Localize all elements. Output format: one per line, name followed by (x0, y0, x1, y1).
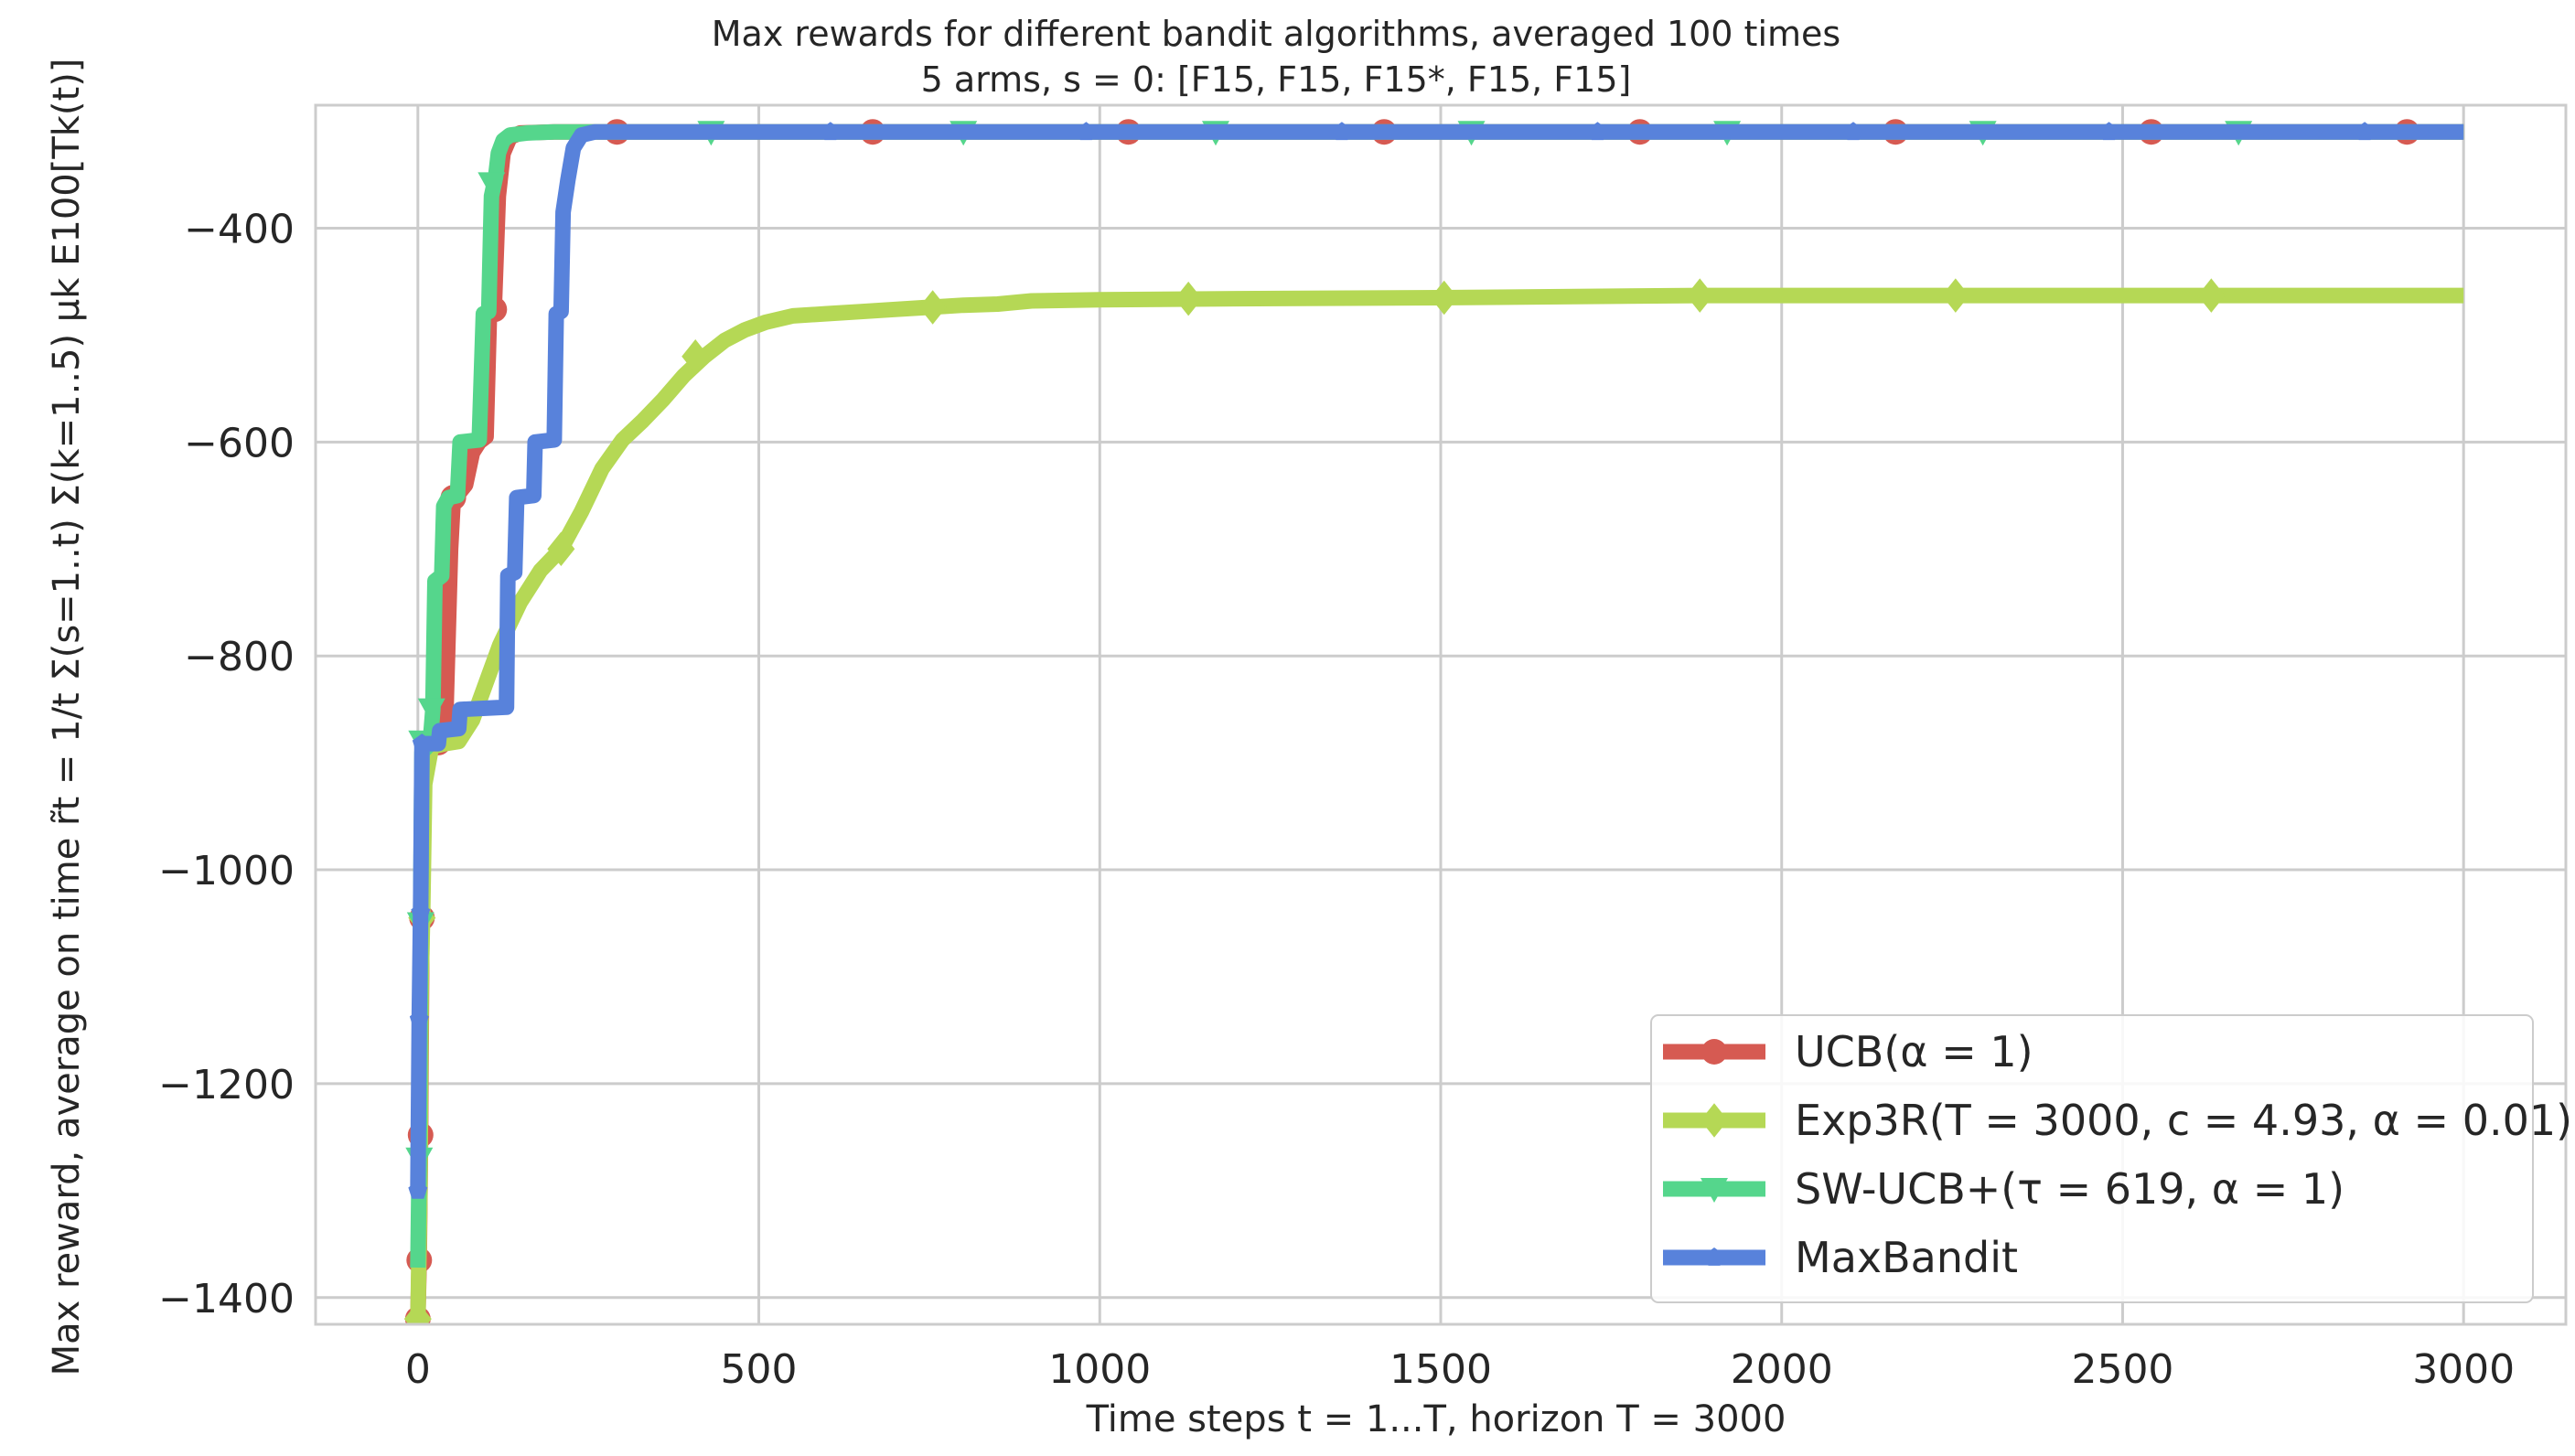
series-marker (409, 1009, 429, 1028)
series-marker (1430, 280, 1458, 316)
series-marker (821, 122, 841, 141)
series-marker (412, 733, 432, 752)
series-marker (1587, 122, 1607, 141)
legend-entry: SW-UCB+(τ = 619, α = 1) (1663, 1164, 2344, 1214)
x-tick-label: 1000 (1048, 1346, 1151, 1393)
legend-label: UCB(α = 1) (1795, 1027, 2033, 1076)
series-marker (1843, 122, 1863, 141)
series-marker (547, 531, 575, 567)
y-tick-labels: −1400 −1200 −1000 −800 −600 −400 (158, 206, 295, 1322)
grid (316, 105, 2566, 1324)
chart-title: Max rewards for different bandit algorit… (712, 14, 1840, 54)
x-tick-label: 1500 (1389, 1346, 1492, 1393)
series-marker (2197, 278, 2226, 313)
legend-label: SW-UCB+(τ = 619, α = 1) (1795, 1164, 2344, 1214)
y-tick-label: −1000 (158, 848, 295, 894)
series-marker (477, 172, 506, 198)
series-marker (1941, 278, 1969, 313)
chart-subtitle: 5 arms, s = 0: [F15, F15, F15*, F15, F15… (921, 59, 1632, 100)
legend-box (1650, 1014, 2534, 1303)
series-marker (2355, 122, 2375, 141)
series-marker (1175, 281, 1203, 316)
series-marker (1686, 278, 1714, 313)
series-marker (2099, 122, 2119, 141)
legend-label: MaxBandit (1795, 1233, 2018, 1282)
x-tick-label: 2000 (1731, 1346, 1833, 1393)
legend-entry: Exp3R(T = 3000, c = 4.93, α = 0.01) (1663, 1096, 2572, 1145)
x-tick-label: 3000 (2412, 1346, 2515, 1393)
legend-label: Exp3R(T = 3000, c = 4.93, α = 0.01) (1795, 1096, 2572, 1145)
y-tick-label: −1200 (158, 1062, 295, 1108)
y-tick-label: −600 (184, 420, 295, 466)
x-tick-label: 0 (405, 1346, 431, 1393)
y-tick-label: −800 (184, 634, 295, 680)
series-marker (403, 1301, 432, 1324)
series-line (410, 287, 2464, 1324)
series-marker (1701, 1178, 1728, 1203)
series-marker (1701, 1039, 1727, 1065)
legend-entry: MaxBandit (1663, 1233, 2018, 1282)
series-layer (403, 119, 2464, 1324)
y-tick-label: −1400 (158, 1276, 295, 1322)
legend-entry: UCB(α = 1) (1663, 1027, 2033, 1076)
x-tick-label: 500 (721, 1346, 798, 1393)
series-marker (1332, 122, 1352, 141)
series-marker (1701, 1103, 1728, 1138)
series-marker (408, 1180, 428, 1199)
x-tick-label: 2500 (2071, 1346, 2173, 1393)
series-marker (1076, 122, 1096, 141)
series-marker (918, 290, 947, 325)
legend: UCB(α = 1) Exp3R(T = 3000, c = 4.93, α = … (1650, 1014, 2572, 1303)
series-4 (408, 122, 2464, 1199)
series-marker (681, 339, 710, 374)
y-axis-label: Max reward, average on time r̃t = 1/t Σ(… (46, 59, 88, 1376)
series-marker (417, 698, 445, 723)
x-tick-labels: 0 500 1000 1500 2000 2500 3000 (405, 1346, 2515, 1393)
y-tick-label: −400 (184, 206, 295, 252)
series-marker (1704, 1247, 1724, 1266)
series-line (410, 123, 2464, 1191)
subtitle-text: 5 arms, s = 0: [F15, F15, F15*, F15, F15… (921, 59, 1632, 100)
plot-frame (314, 103, 2568, 1326)
x-axis-label: Time steps t = 1...T, horizon T = 3000 (1086, 1398, 1786, 1440)
series-marker (411, 902, 431, 921)
